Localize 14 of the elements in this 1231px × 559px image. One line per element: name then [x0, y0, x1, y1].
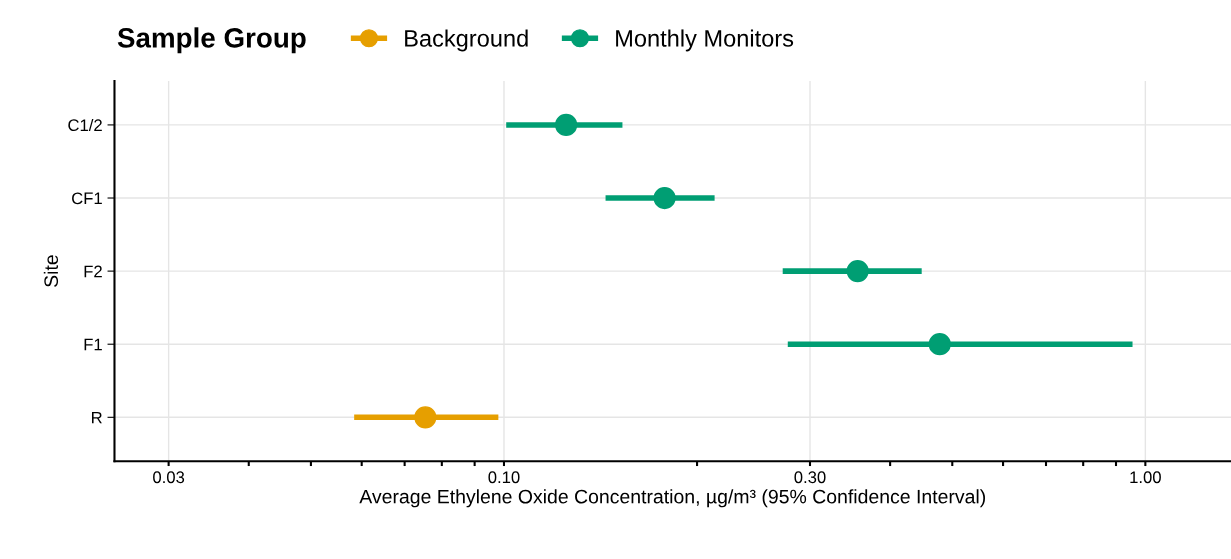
y-tick-label: F2 [84, 265, 102, 278]
x-tick-label: 1.00 [1130, 471, 1161, 484]
legend-label: Monthly Monitors [616, 29, 794, 52]
x-tick-label: 0.03 [153, 471, 185, 484]
x-tick-label: 0.10 [488, 471, 520, 484]
legend-title: Sample Group [117, 27, 306, 54]
x-tick-label: 0.30 [794, 471, 826, 484]
y-axis-title: Site [43, 255, 59, 287]
y-tick-label: F1 [84, 338, 102, 351]
legend-label: Background [405, 29, 528, 52]
y-tick-label: R [92, 411, 102, 424]
x-axis-title: Average Ethylene Oxide Concentration, µg/m³ (95% Confidence Interval) [359, 489, 986, 508]
y-tick-label: C1/2 [68, 118, 102, 132]
y-tick-label: CF1 [72, 192, 102, 205]
